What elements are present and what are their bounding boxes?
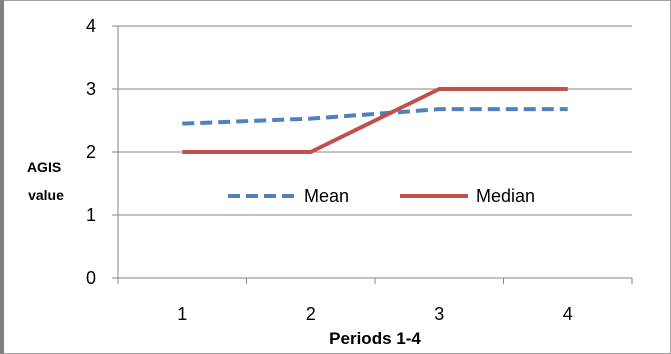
x-tick-label-2: 2 — [306, 304, 316, 324]
y-axis-title-line-2: value — [28, 187, 64, 203]
x-axis-title: Periods 1-4 — [329, 329, 421, 348]
y-tick-label-2: 2 — [86, 142, 96, 162]
x-tick-labels: 1 2 3 4 — [177, 304, 573, 324]
y-tick-label-4: 4 — [86, 16, 96, 36]
y-tick-labels: 0 1 2 3 4 — [86, 16, 96, 288]
y-axis-title: AGIS value — [27, 159, 65, 203]
y-tick-label-3: 3 — [86, 79, 96, 99]
series-lines — [182, 87, 568, 154]
legend: Mean Median — [228, 186, 535, 206]
chart-left-edge — [0, 0, 4, 354]
x-tick-label-4: 4 — [563, 304, 573, 324]
y-axis-title-line-1: AGIS — [27, 159, 61, 175]
x-tick-label-3: 3 — [434, 304, 444, 324]
series-line-median — [182, 87, 568, 154]
axes — [112, 25, 633, 284]
series-line-mean — [182, 107, 568, 126]
legend-label-median: Median — [476, 186, 535, 206]
y-tick-label-0: 0 — [86, 268, 96, 288]
legend-label-mean: Mean — [304, 186, 349, 206]
x-tick-label-1: 1 — [177, 304, 187, 324]
y-tick-label-1: 1 — [86, 205, 96, 225]
